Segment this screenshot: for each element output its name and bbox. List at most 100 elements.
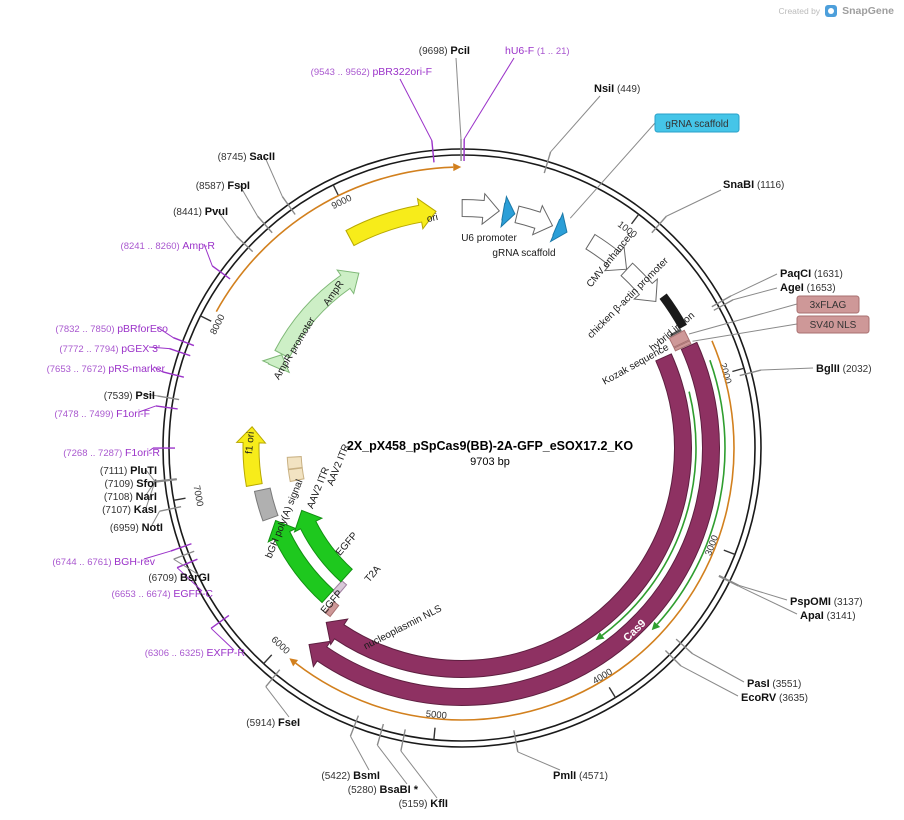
site-label-nari: (7108) NarI <box>104 491 157 503</box>
label-box-grna-scaffold <box>654 113 740 133</box>
orf-arc-green-2 <box>601 391 697 637</box>
feature-ampr-promoter <box>261 354 291 374</box>
site-tick-pvui <box>236 236 254 253</box>
feature-aav2-itr-2 <box>286 456 303 470</box>
feature-ori <box>345 197 437 247</box>
feature-cas9-inner <box>325 353 692 678</box>
leader-line-prs-marker <box>153 366 163 373</box>
leader-line-apai <box>738 585 798 615</box>
feature-grna-scaffold-2 <box>549 211 568 243</box>
site-tick-amp-r <box>211 265 231 280</box>
site-tick-paqci <box>711 295 732 308</box>
feature-cmv-enhancer <box>585 233 628 272</box>
leader-line-nsii <box>550 95 601 153</box>
leader-line-ecorv <box>680 665 739 697</box>
site-tick-fspi <box>257 215 273 234</box>
feature-label-18-ori: ori <box>426 212 439 225</box>
site-tick-pbrforeco <box>173 337 195 347</box>
feature-egfp-inner <box>293 509 353 583</box>
feature-label-13-aav2-itr: AAV2 ITR <box>305 466 332 511</box>
position-tick-4000 <box>608 686 617 698</box>
position-tick-7000 <box>173 497 186 502</box>
position-tick-9000 <box>332 184 340 196</box>
leader-line-agei <box>732 287 778 301</box>
leader-line-sacii <box>263 154 283 197</box>
site-label-fsei: (5914) FseI <box>246 717 300 729</box>
site-label-f1ori-f: (7478 .. 7499) F1ori-F <box>54 408 150 420</box>
site-label-prs-marker: (7653 .. 7672) pRS-marker <box>47 363 166 375</box>
orf-arc-right-orange <box>295 340 735 721</box>
site-label-paqci: PaqCI (1631) <box>780 268 843 280</box>
orf-arc-green-2-arrowhead-icon <box>595 632 605 641</box>
snapgene-branding: Created by SnapGene <box>778 5 894 17</box>
site-tick-pasi <box>675 638 694 655</box>
position-tick-3000 <box>723 549 736 556</box>
leader-line-sv40-nls-label <box>692 323 798 342</box>
feature-label-9-t2a: T2A <box>363 564 384 585</box>
site-tick-snabi <box>651 215 667 234</box>
leader-line-bsrgi <box>173 558 200 576</box>
site-tick-fsei <box>265 669 281 688</box>
leader-line-pspomi <box>738 584 788 601</box>
site-tick-egfp-c <box>176 558 198 569</box>
site-label-noti: (6959) NotI <box>110 522 163 534</box>
leader-line-amp-r <box>203 243 213 267</box>
site-label-f1ori-r: (7268 .. 7287) F1ori-R <box>63 447 160 459</box>
site-label-egfp-c: (6653 .. 6674) EGFP-C <box>112 588 214 600</box>
site-label-bsmi: (5422) BsmI <box>321 770 380 782</box>
orf-arc-left-orange <box>215 166 454 312</box>
site-label-kfli: (5159) KflI <box>399 798 448 810</box>
site-tick-pspomi <box>718 574 740 586</box>
feature-kozak-sequence <box>670 328 682 337</box>
position-tick-label-6000: 6000 <box>269 634 292 656</box>
feature-nucleoplasmin-nls <box>324 600 340 618</box>
site-label-pbrforeco: (7832 .. 7850) pBRforEco <box>55 323 168 335</box>
feature-aav2-itr-1 <box>287 467 305 483</box>
site-label-bsabi: (5280) BsaBI * <box>348 784 419 796</box>
position-tick-label-9000: 9000 <box>330 193 354 212</box>
orf-arc-green-1 <box>656 359 726 625</box>
site-label-pasi: PasI (3551) <box>747 678 801 690</box>
feature-cas9-outer <box>308 341 720 706</box>
site-label-amp-r: (8241 .. 8260) Amp-R <box>121 240 216 252</box>
leader-line-snabi <box>666 189 722 217</box>
leader-line-psii <box>143 393 158 397</box>
site-tick-bglii <box>739 369 762 377</box>
feature-u6-promoter <box>461 192 501 226</box>
feature-ampr <box>274 269 360 359</box>
label-box-sv40-nls-label <box>796 315 870 334</box>
position-tick-label-7000: 7000 <box>191 485 206 508</box>
site-label-fspi: (8587) FspI <box>196 180 250 192</box>
site-label-hu6-f: hU6-F (1 .. 21) <box>505 45 570 57</box>
feature-label-0-u6-promoter: U6 promoter <box>461 233 517 244</box>
leader-line-exfp-r <box>210 627 235 651</box>
site-tick-noti <box>159 506 182 512</box>
site-label-pbr322ori-f: (9543 .. 9562) pBR322ori-F <box>311 66 432 78</box>
site-tick-exfp-r <box>210 614 230 629</box>
site-tick-prs-marker <box>162 371 185 378</box>
site-label-3xflag-label: 3xFLAG <box>810 300 847 311</box>
site-label-apai: ApaI (3141) <box>800 610 856 622</box>
site-tick-pgex-3 <box>169 347 191 357</box>
feature-hybrid-intron <box>659 293 687 330</box>
position-tick-1000 <box>630 213 640 225</box>
site-label-exfp-r: (6306 .. 6325) EXFP-R <box>145 647 246 659</box>
created-by-text: Created by <box>778 6 821 16</box>
leader-line-f1ori-f <box>138 405 157 413</box>
feature-u6-promoter-2 <box>514 204 554 236</box>
position-tick-8000 <box>200 315 212 322</box>
site-label-pvui: (8441) PvuI <box>173 206 228 218</box>
leader-line-pmli <box>517 751 561 771</box>
site-tick-kfli <box>400 729 406 752</box>
position-tick-2000 <box>732 367 745 373</box>
position-tick-label-8000: 8000 <box>208 313 227 337</box>
snapgene-logo-icon <box>825 5 838 17</box>
feature-f1-ori <box>235 426 267 487</box>
feature-3xflag <box>668 329 690 348</box>
site-tick-f1ori-f <box>155 405 178 410</box>
site-label-pmli: PmlI (4571) <box>553 770 608 782</box>
leader-line-kfli <box>400 750 438 799</box>
orf-arc-right-orange-arrowhead-icon <box>289 658 299 667</box>
leader-line-hu6-f <box>463 57 515 140</box>
